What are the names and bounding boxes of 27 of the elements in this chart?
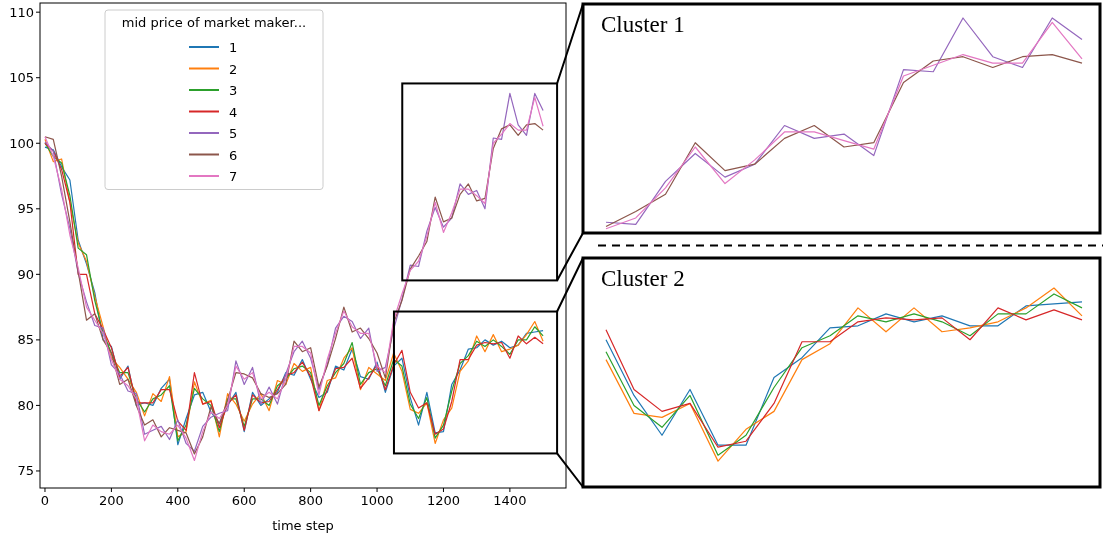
y-tick-label: 80	[17, 397, 34, 413]
y-tick-label: 95	[17, 201, 34, 217]
y-tick-label: 110	[9, 4, 34, 20]
x-tick-label: 600	[231, 493, 257, 508]
y-tick-label: 75	[17, 463, 34, 479]
x-tick-label: 400	[165, 493, 191, 508]
x-tick-label: 1200	[426, 493, 461, 508]
x-tick-label: 200	[98, 493, 124, 508]
x-tick-label: 1000	[360, 493, 394, 508]
legend-label: 4	[229, 104, 238, 120]
legend-label: 5	[229, 126, 238, 141]
legend-label: 1	[229, 40, 238, 55]
y-tick-label: 100	[9, 135, 34, 151]
chart-title: Cluster 2	[601, 266, 685, 291]
y-tick-label: 90	[17, 266, 34, 282]
legend-label: 2	[229, 61, 238, 77]
x-tick-label: 800	[298, 493, 324, 508]
legend-label: 6	[229, 147, 238, 163]
x-tick-label: 0	[40, 493, 50, 508]
chart-title: Cluster 1	[601, 12, 685, 37]
legend-label: 3	[229, 83, 238, 98]
x-tick-label: 1400	[493, 493, 527, 508]
legend-title: mid price of market maker...	[121, 15, 307, 30]
y-tick-label: 105	[9, 70, 34, 86]
legend-label: 7	[229, 169, 238, 184]
x-axis-title: time step	[272, 518, 334, 533]
y-tick-label: 85	[17, 332, 34, 348]
